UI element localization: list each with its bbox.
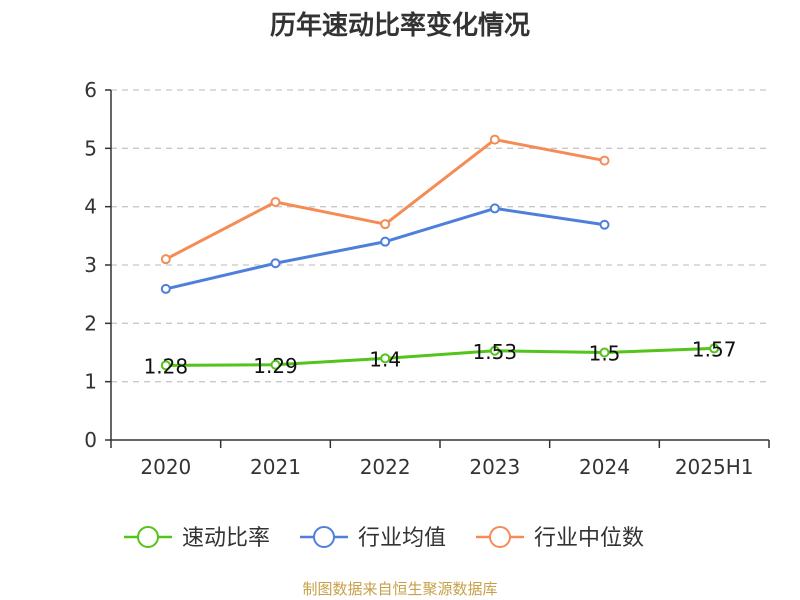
- data-point[interactable]: [270, 197, 281, 207]
- data-point[interactable]: [709, 343, 720, 354]
- y-tick-label: 2: [84, 311, 97, 335]
- series-行业中位数: [160, 134, 610, 265]
- data-point[interactable]: [380, 236, 391, 247]
- data-point[interactable]: [489, 203, 500, 214]
- data-point[interactable]: [489, 134, 500, 145]
- data-label: 1.57: [692, 337, 737, 361]
- data-point[interactable]: [270, 258, 281, 269]
- legend-item-行业中位数[interactable]: 行业中位数: [476, 526, 644, 551]
- data-point[interactable]: [270, 359, 281, 370]
- series-速动比率: [160, 343, 720, 371]
- legend-item-行业均值[interactable]: 行业均值: [300, 526, 446, 551]
- legend-marker: [137, 526, 159, 548]
- data-point[interactable]: [160, 283, 171, 294]
- legend-item-速动比率[interactable]: 速动比率: [124, 526, 270, 551]
- y-tick-label: 1: [84, 370, 97, 394]
- source-note: 制图数据来自恒生聚源数据库: [302, 580, 497, 598]
- data-point[interactable]: [160, 360, 171, 371]
- data-point[interactable]: [380, 353, 391, 364]
- series-行业均值: [160, 203, 610, 294]
- data-point[interactable]: [160, 254, 171, 265]
- y-tick-label: 0: [84, 428, 97, 452]
- legend-label: 行业中位数: [534, 526, 644, 551]
- data-label: 1.29: [253, 354, 298, 378]
- x-tick-label: 2022: [360, 455, 411, 479]
- legend-label: 行业均值: [358, 526, 446, 551]
- x-tick-label: 2020: [140, 455, 191, 479]
- data-label: 1.53: [473, 340, 518, 364]
- x-tick-label: 2024: [579, 455, 630, 479]
- x-tick-label: 2021: [250, 455, 301, 479]
- legend[interactable]: 速动比率 行业均值 行业中位数: [124, 526, 644, 551]
- y-tick-label: 6: [84, 78, 97, 102]
- data-label: 1.5: [589, 342, 621, 366]
- y-tick-label: 5: [84, 136, 97, 160]
- x-tick-label: 2025H1: [675, 455, 754, 479]
- data-point[interactable]: [380, 219, 391, 230]
- legend-marker: [313, 526, 335, 548]
- y-tick-label: 3: [84, 253, 97, 277]
- chart-title: 历年速动比率变化情况: [270, 10, 530, 41]
- data-point[interactable]: [599, 219, 610, 230]
- data-point[interactable]: [489, 345, 500, 356]
- data-label: 1.4: [369, 347, 401, 371]
- series-layer: [160, 134, 720, 371]
- data-point[interactable]: [599, 155, 610, 166]
- data-labels: 1.28 1.29 1.4 1.53 1.5 1.57: [144, 337, 737, 378]
- legend-marker: [489, 526, 511, 548]
- axes: 0 1 2 3 4 5 6 2020 2021 2022 2023 2024 2025H1: [84, 78, 770, 479]
- series-line: [164, 346, 716, 367]
- data-point[interactable]: [599, 347, 610, 358]
- y-tick-label: 4: [84, 195, 97, 219]
- legend-label: 速动比率: [182, 526, 270, 551]
- x-tick-label: 2023: [469, 455, 520, 479]
- data-label: 1.28: [144, 354, 189, 378]
